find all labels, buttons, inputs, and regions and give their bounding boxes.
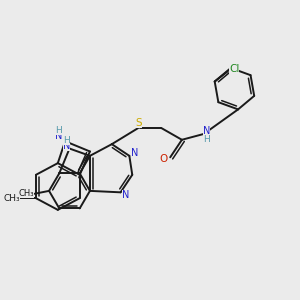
- Text: CH₃: CH₃: [3, 194, 20, 203]
- Text: N: N: [203, 126, 210, 136]
- Text: N: N: [131, 148, 138, 158]
- Text: N: N: [55, 131, 62, 141]
- Text: H: H: [55, 126, 62, 135]
- Text: Cl: Cl: [229, 64, 239, 74]
- Text: N: N: [63, 142, 70, 152]
- Text: N: N: [122, 190, 130, 200]
- Text: H: H: [63, 136, 70, 145]
- Text: S: S: [135, 118, 142, 128]
- Text: H: H: [203, 135, 210, 144]
- Text: O: O: [160, 154, 168, 164]
- Text: CH₃: CH₃: [19, 189, 34, 198]
